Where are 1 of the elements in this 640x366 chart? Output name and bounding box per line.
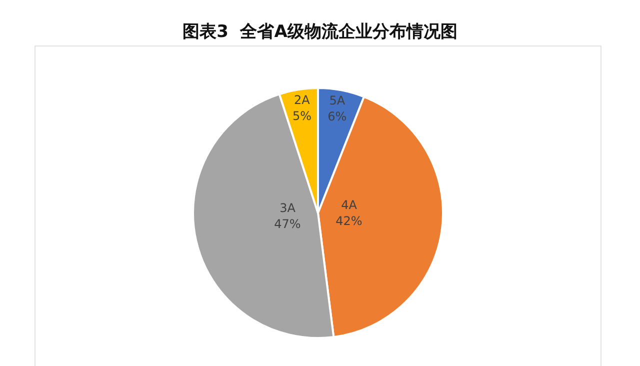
title: 图表3 全省A级物流企业分布情况图 <box>182 22 458 42</box>
